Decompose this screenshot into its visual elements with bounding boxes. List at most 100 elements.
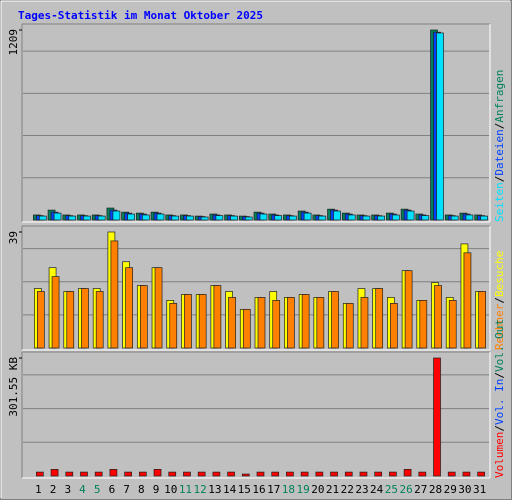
bar <box>242 308 251 349</box>
bar <box>244 216 253 221</box>
legend-separator: / <box>493 176 506 183</box>
bar <box>333 210 341 221</box>
x-tick-label: 13 <box>208 483 221 496</box>
x-tick-label: 20 <box>311 483 324 496</box>
bar <box>274 215 283 221</box>
bar <box>39 215 47 221</box>
legend-entry: Seiten <box>493 182 506 222</box>
bar <box>392 214 400 221</box>
x-tick-label: 22 <box>341 483 354 496</box>
bar <box>434 285 442 349</box>
bar <box>36 471 44 477</box>
x-tick-label: 28 <box>429 483 442 496</box>
panel <box>22 352 490 478</box>
bar <box>418 471 427 477</box>
bar <box>374 471 383 477</box>
bar <box>156 213 165 221</box>
bar <box>316 297 325 349</box>
bar <box>301 294 310 349</box>
bar <box>97 215 106 221</box>
x-tick-label: 19 <box>297 483 310 496</box>
legend: Volumen/Vol. In/Vol. Out <box>493 319 506 478</box>
bar <box>257 297 266 349</box>
bar <box>447 471 456 477</box>
bar <box>197 471 206 477</box>
bar <box>183 471 191 477</box>
bar <box>462 471 471 477</box>
bar <box>347 214 356 221</box>
bar <box>80 471 88 477</box>
bar <box>303 212 312 221</box>
legend-separator: / <box>493 425 506 432</box>
x-tick-label: 9 <box>153 483 160 496</box>
x-tick-label: 25 <box>385 483 398 496</box>
x-tick-label: 3 <box>64 483 71 496</box>
bar <box>186 215 194 221</box>
x-tick-label: 26 <box>399 483 412 496</box>
bar <box>213 285 222 349</box>
legend-separator: / <box>493 372 506 379</box>
bar <box>421 215 430 221</box>
bar <box>271 471 280 477</box>
x-tick-label: 6 <box>109 483 116 496</box>
bar <box>139 285 148 349</box>
bar <box>200 216 209 221</box>
legend-entry: Rechner <box>493 303 506 350</box>
legend-entry: Besuche <box>493 251 506 297</box>
legend: Rechner/Besuche <box>493 251 506 350</box>
x-tick-label: 29 <box>444 483 457 496</box>
bar <box>138 471 147 477</box>
bar <box>94 471 103 477</box>
bar <box>436 32 444 221</box>
bar <box>81 288 89 349</box>
bar <box>331 291 339 349</box>
x-tick-label: 7 <box>123 483 130 496</box>
legend-entry: Vol. In <box>493 379 506 425</box>
bar <box>184 294 192 349</box>
bar <box>463 252 472 349</box>
x-tick-label: 18 <box>282 483 295 496</box>
bar <box>433 357 441 477</box>
bar <box>50 468 59 477</box>
x-tick-label: 27 <box>414 483 427 496</box>
y-tick-label: 1209 <box>7 29 20 56</box>
bar <box>315 471 324 477</box>
bar <box>318 215 327 221</box>
bar <box>141 214 150 221</box>
bar <box>259 213 268 221</box>
bar <box>110 240 119 349</box>
bar <box>109 468 118 477</box>
bar <box>465 214 474 221</box>
bar <box>51 276 60 349</box>
x-tick-label: 4 <box>79 483 86 496</box>
bar <box>228 297 236 349</box>
bar <box>300 471 309 477</box>
bar <box>345 303 354 349</box>
bar <box>171 215 180 221</box>
bar <box>154 267 163 349</box>
bar <box>124 471 132 477</box>
x-tick-label: 5 <box>94 483 101 496</box>
x-tick-label: 1 <box>35 483 42 496</box>
bar <box>198 294 207 349</box>
bar <box>477 471 485 477</box>
bar <box>125 267 133 349</box>
x-tick-label: 17 <box>267 483 280 496</box>
bar <box>406 210 415 221</box>
bar <box>272 300 281 349</box>
bar <box>230 215 238 221</box>
x-tick-label: 31 <box>473 483 486 496</box>
legend-separator: / <box>493 123 506 130</box>
bar <box>390 303 398 349</box>
x-tick-label: 8 <box>138 483 145 496</box>
bar <box>375 288 384 349</box>
bar <box>450 215 459 221</box>
bar <box>448 300 457 349</box>
bar <box>359 471 368 477</box>
bar <box>480 215 488 221</box>
legend-separator: / <box>493 297 506 304</box>
bar <box>95 291 104 349</box>
x-tick-label: 23 <box>355 483 368 496</box>
bar <box>362 215 371 221</box>
bar <box>65 471 74 477</box>
